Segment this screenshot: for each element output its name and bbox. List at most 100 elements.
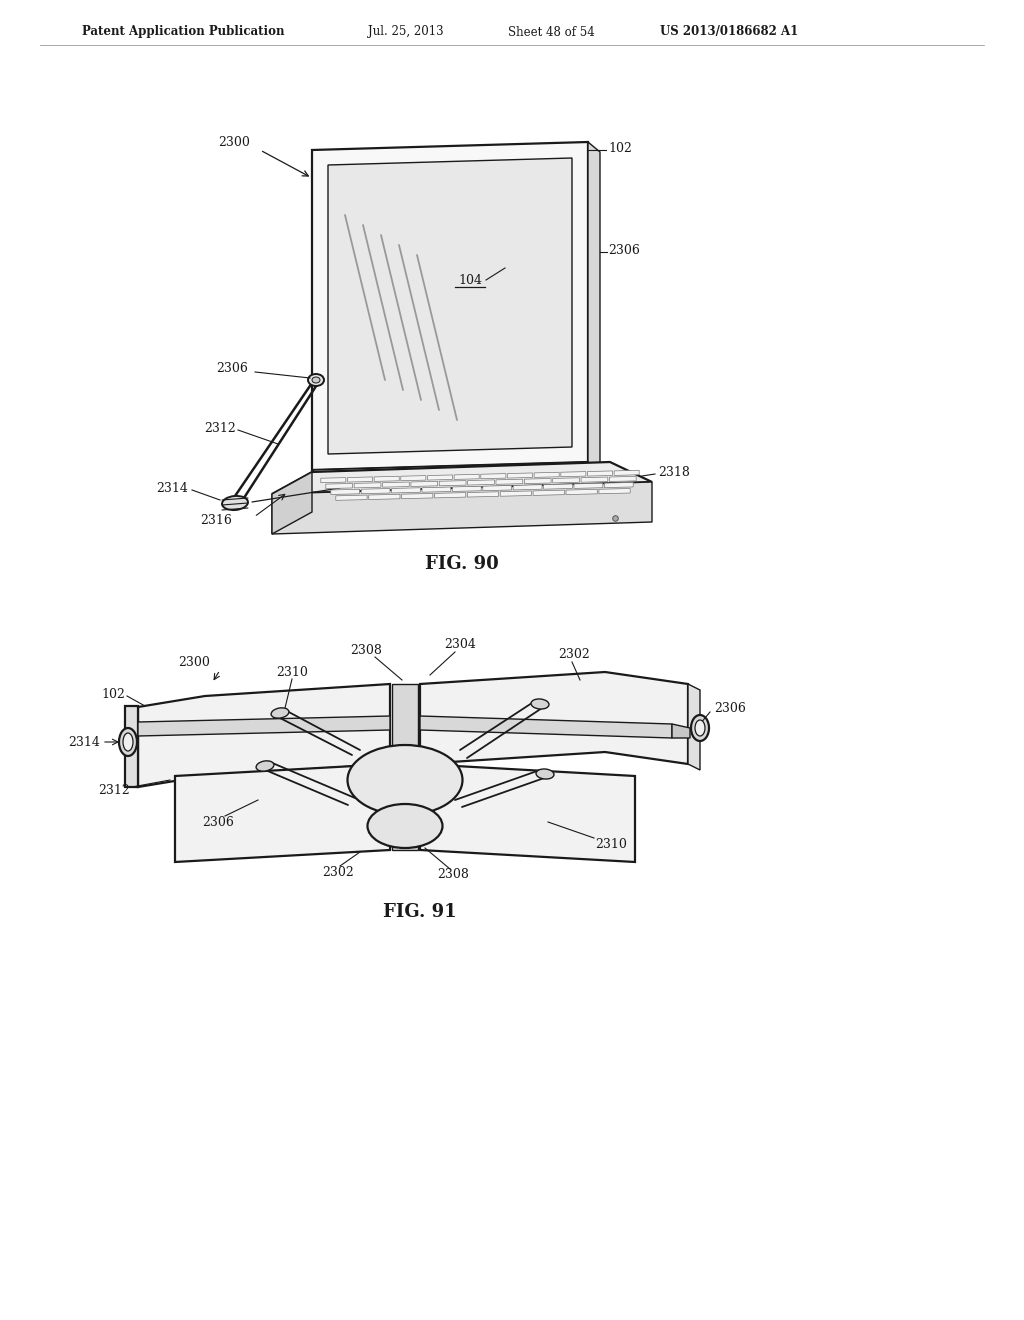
Polygon shape [496,479,522,484]
Polygon shape [392,810,418,850]
Polygon shape [481,474,506,479]
Polygon shape [361,488,390,494]
Polygon shape [609,477,636,482]
Ellipse shape [368,804,442,847]
Polygon shape [321,478,346,483]
Polygon shape [553,478,580,483]
Text: 2302: 2302 [323,866,354,879]
Polygon shape [427,475,453,480]
Text: 2306: 2306 [714,701,745,714]
Polygon shape [354,483,381,488]
Text: 2318: 2318 [658,466,690,479]
Ellipse shape [119,729,137,756]
Text: 102: 102 [608,141,632,154]
Text: 2306: 2306 [202,816,233,829]
Ellipse shape [312,378,319,383]
Polygon shape [312,143,588,470]
Polygon shape [383,482,410,487]
Polygon shape [138,715,390,737]
Text: 102: 102 [101,688,125,701]
Polygon shape [599,488,630,494]
Text: 2304: 2304 [444,639,476,652]
Polygon shape [272,482,652,535]
Polygon shape [544,484,572,490]
Polygon shape [347,477,373,482]
Polygon shape [581,477,608,482]
Polygon shape [672,723,690,738]
Ellipse shape [536,770,554,779]
Polygon shape [369,494,400,499]
Text: 2314: 2314 [156,482,188,495]
Polygon shape [420,764,635,862]
Text: 104: 104 [458,273,482,286]
Polygon shape [328,158,572,454]
Text: Jul. 25, 2013: Jul. 25, 2013 [368,25,443,38]
Polygon shape [272,473,312,535]
Text: Patent Application Publication: Patent Application Publication [82,25,285,38]
Polygon shape [588,143,600,473]
Text: 2300: 2300 [178,656,210,668]
Polygon shape [391,488,421,492]
Polygon shape [482,486,512,491]
Ellipse shape [123,733,133,751]
Polygon shape [513,484,542,490]
Text: 2308: 2308 [350,644,382,656]
Text: FIG. 90: FIG. 90 [425,554,499,573]
Text: 2302: 2302 [558,648,590,661]
Polygon shape [467,492,499,498]
Ellipse shape [347,744,463,814]
Polygon shape [501,491,531,496]
Text: 2310: 2310 [595,837,627,850]
Polygon shape [175,764,390,862]
Polygon shape [454,474,479,479]
Polygon shape [434,492,466,498]
Ellipse shape [256,760,273,771]
Polygon shape [420,672,688,764]
Polygon shape [331,490,359,495]
Polygon shape [138,684,390,787]
Text: 2312: 2312 [204,421,236,434]
Text: 2300: 2300 [218,136,250,149]
Polygon shape [336,495,367,500]
Polygon shape [400,475,426,480]
Polygon shape [561,471,586,477]
Text: 2310: 2310 [276,665,308,678]
Polygon shape [411,482,437,487]
Ellipse shape [531,700,549,709]
Polygon shape [614,470,639,475]
Polygon shape [524,478,551,483]
Polygon shape [439,480,466,486]
Polygon shape [312,462,600,480]
Polygon shape [535,473,559,478]
Polygon shape [688,684,700,770]
Text: 2308: 2308 [437,869,469,882]
Text: 2314: 2314 [69,735,100,748]
Ellipse shape [691,715,709,741]
Polygon shape [508,473,532,478]
Polygon shape [574,483,603,488]
Polygon shape [453,486,481,491]
Polygon shape [566,490,597,495]
Polygon shape [272,462,652,494]
Polygon shape [374,477,399,482]
Ellipse shape [222,496,248,510]
Polygon shape [401,494,433,499]
Ellipse shape [308,374,324,385]
Polygon shape [588,471,612,477]
Text: Sheet 48 of 54: Sheet 48 of 54 [508,25,595,38]
Ellipse shape [695,719,705,737]
Text: 2306: 2306 [216,362,248,375]
Polygon shape [392,684,418,755]
Text: FIG. 91: FIG. 91 [383,903,457,921]
Polygon shape [420,715,672,738]
Polygon shape [468,480,495,484]
Text: 2316: 2316 [200,513,232,527]
Polygon shape [534,490,564,495]
Polygon shape [125,706,138,787]
Text: US 2013/0186682 A1: US 2013/0186682 A1 [660,25,799,38]
Polygon shape [422,487,451,492]
Polygon shape [326,483,352,488]
Text: 2312: 2312 [98,784,130,796]
Ellipse shape [271,708,289,718]
Polygon shape [604,482,633,487]
